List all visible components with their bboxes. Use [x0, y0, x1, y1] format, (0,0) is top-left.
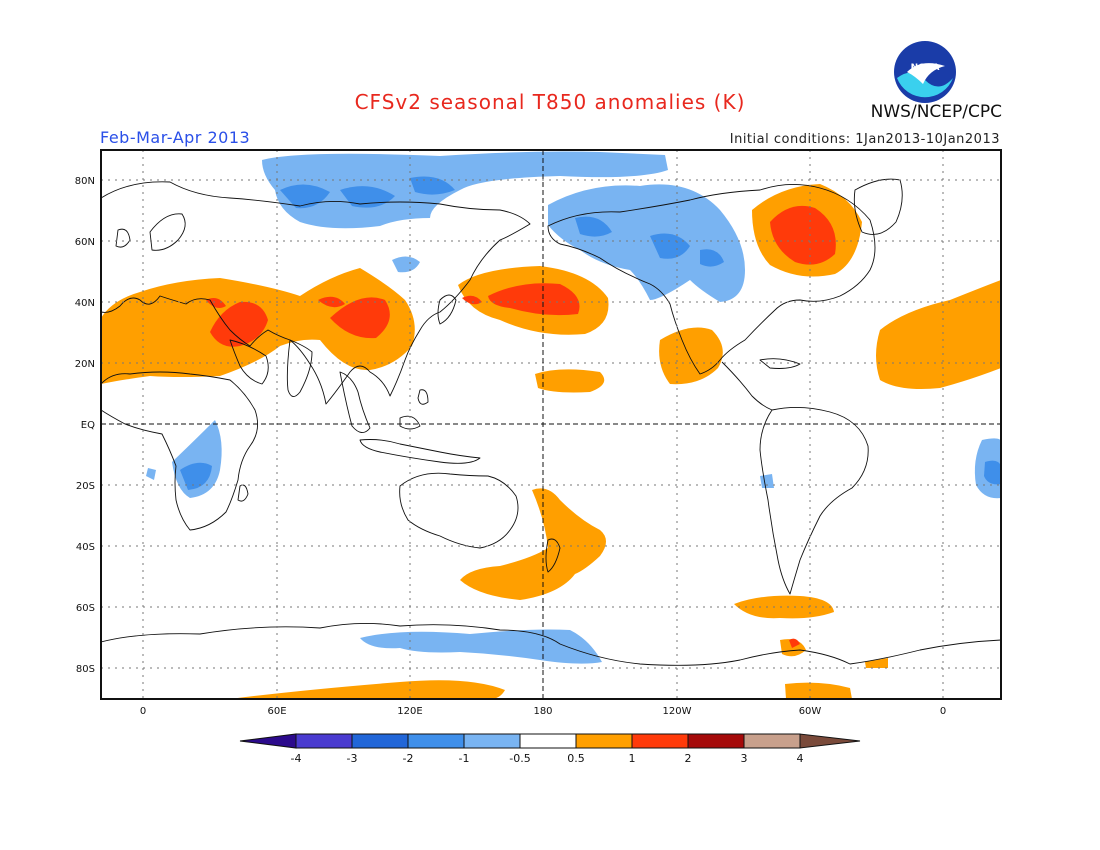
colorbar-label: 1 — [629, 752, 636, 765]
lon-label: 0 — [940, 706, 946, 717]
lat-label: 20S — [76, 481, 95, 492]
map-title: CFSv2 seasonal T850 anomalies (K) — [354, 90, 746, 114]
cool-anomaly-africa-small — [146, 468, 156, 480]
coast-indochina — [339, 371, 371, 433]
map-frame — [100, 149, 1002, 700]
lon-label: 0 — [140, 706, 146, 717]
cool-core-alaska — [575, 216, 612, 237]
lat-label: 80S — [76, 664, 95, 675]
colorbar-segment — [295, 733, 353, 749]
warm-anomaly-mexico — [659, 327, 723, 385]
lon-label: 180 — [533, 706, 552, 717]
colorbar-segment — [743, 733, 801, 749]
colorbar-label: -3 — [347, 752, 358, 765]
lat-label: 20N — [75, 359, 95, 370]
colorbar: -4 -3 -2 -1 -0.5 0.5 1 2 3 4 — [239, 733, 861, 765]
warm-anomaly-antarctic — [230, 680, 505, 699]
lon-axis: 0 60E 120E 180 120W 60W 0 — [140, 706, 946, 717]
forecast-period: Feb-Mar-Apr 2013 — [100, 128, 251, 147]
lat-label: 40N — [75, 298, 95, 309]
coast-new-zealand — [545, 538, 561, 573]
warm-core-pacific — [488, 283, 580, 316]
warm-anomaly-central-pacific — [535, 369, 605, 393]
coast-indonesia — [359, 439, 481, 464]
lon-label: 120E — [397, 706, 422, 717]
colorbar-label: 3 — [741, 752, 748, 765]
anomaly-shading — [101, 151, 1001, 699]
lat-label: 40S — [76, 542, 95, 553]
colorbar-segment — [351, 733, 409, 749]
cool-anomaly-antarctic — [360, 629, 602, 664]
cool-anomaly-arctic — [262, 151, 668, 229]
coast-north-america — [547, 184, 876, 375]
colorbar-label: 2 — [685, 752, 692, 765]
colorbar-label: -0.5 — [509, 752, 530, 765]
warm-anomaly-drake-passage — [734, 595, 834, 619]
coast-antarctica — [101, 622, 1001, 666]
warm-anomaly-south-pacific — [460, 488, 606, 600]
coast-madagascar — [237, 484, 249, 502]
coast-japan — [437, 294, 457, 325]
coast-britain — [115, 228, 131, 248]
colorbar-label: 0.5 — [567, 752, 585, 765]
cool-core-africa — [180, 462, 212, 490]
lat-label: 60S — [76, 603, 95, 614]
coast-south-america — [759, 407, 869, 595]
warm-core-central-asia — [318, 296, 345, 308]
coast-scandinavia — [149, 213, 186, 251]
colorbar-segment — [519, 733, 577, 749]
agency-label: NWS/NCEP/CPC — [870, 102, 1002, 122]
coast-central-america — [721, 361, 773, 411]
warm-core-middle-east — [210, 301, 268, 347]
reference-lines — [101, 150, 1001, 699]
lat-axis: 80N 60N 40N 20N EQ 20S 40S 60S 80S — [75, 176, 95, 675]
colorbar-segment — [631, 733, 689, 749]
colorbar-segment — [575, 733, 633, 749]
colorbar-label: -4 — [291, 752, 302, 765]
coast-europe-asia — [101, 181, 531, 405]
coast-africa — [101, 371, 259, 531]
colorbar-high-arrow — [799, 733, 861, 749]
cool-anomaly-brazil — [760, 474, 774, 488]
lon-label: 60E — [267, 706, 286, 717]
coast-australia — [399, 472, 519, 549]
colorbar-label: 4 — [797, 752, 804, 765]
colorbar-segment — [687, 733, 745, 749]
coastlines — [101, 178, 1001, 666]
lon-label: 120W — [663, 706, 692, 717]
initial-conditions: Initial conditions: 1Jan2013-10Jan2013 — [729, 132, 1000, 147]
lon-label: 60W — [799, 706, 822, 717]
coast-cuba — [759, 358, 801, 369]
warm-anomaly-east-atlantic — [876, 280, 1001, 389]
svg-text:NOAA: NOAA — [911, 63, 940, 73]
cool-anomaly-alaska — [548, 184, 745, 302]
cool-anomaly-siberia-small — [392, 256, 420, 273]
colorbar-label: -2 — [403, 752, 414, 765]
lat-label: 60N — [75, 237, 95, 248]
coast-india — [286, 339, 313, 397]
colorbar-segment — [407, 733, 465, 749]
colorbar-low-arrow — [239, 733, 297, 749]
colorbar-label: -1 — [459, 752, 470, 765]
lat-label: EQ — [81, 420, 95, 431]
noaa-logo: NOAA — [894, 41, 956, 103]
colorbar-segment — [463, 733, 521, 749]
lat-label: 80N — [75, 176, 95, 187]
warm-core-canada — [770, 205, 836, 265]
coast-greenland — [853, 178, 903, 235]
coast-arabia — [229, 339, 269, 385]
